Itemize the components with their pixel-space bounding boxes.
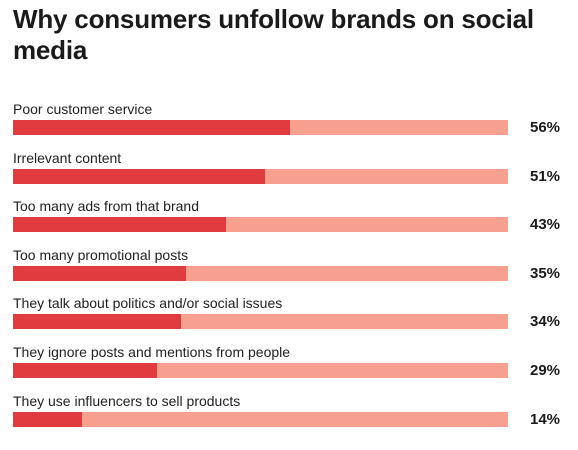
bar-fill bbox=[13, 217, 226, 233]
bar-fill bbox=[13, 411, 83, 427]
bar-track bbox=[13, 411, 508, 427]
bar-fill bbox=[13, 314, 182, 330]
bar-value-label: 56% bbox=[530, 119, 561, 136]
bar-track bbox=[13, 314, 508, 330]
bar-row: They use influencers to sell products 14% bbox=[13, 393, 573, 433]
bar-category-label: Too many promotional posts bbox=[13, 246, 189, 263]
bar-category-label: They talk about politics and/or social i… bbox=[13, 295, 283, 312]
bar-track bbox=[13, 265, 508, 281]
bar-value-label: 29% bbox=[530, 362, 561, 379]
bar-row: Irrelevant content 51% bbox=[13, 150, 573, 190]
bar-row: Too many ads from that brand 43% bbox=[13, 198, 573, 238]
bar-row: They ignore posts and mentions from peop… bbox=[13, 344, 573, 384]
bar-category-label: Too many ads from that brand bbox=[13, 198, 199, 215]
bar-category-label: Poor customer service bbox=[13, 101, 153, 117]
bar-track bbox=[13, 217, 508, 233]
bar-category-label: Irrelevant content bbox=[13, 149, 122, 166]
bar-value-label: 35% bbox=[530, 264, 561, 282]
bar-fill bbox=[13, 363, 157, 378]
bar-value-label: 43% bbox=[530, 216, 561, 234]
bar-fill bbox=[13, 168, 266, 184]
chart-title: Why consumers unfollow brands on social … bbox=[13, 4, 534, 65]
bar-track bbox=[13, 120, 508, 135]
bar-value-label: 51% bbox=[530, 167, 561, 185]
bar-track bbox=[13, 363, 508, 378]
bar-category-label: They ignore posts and mentions from peop… bbox=[13, 344, 291, 360]
bar-value-label: 14% bbox=[530, 410, 561, 428]
bar-fill bbox=[13, 265, 187, 281]
bar-track bbox=[13, 168, 508, 184]
bar-category-label: They use influencers to sell products bbox=[13, 392, 241, 409]
bar-row: They talk about politics and/or social i… bbox=[13, 295, 573, 335]
bar-value-label: 34% bbox=[530, 313, 561, 331]
bar-row: Poor customer service 56% bbox=[13, 101, 573, 141]
bar-fill bbox=[13, 120, 291, 135]
bar-row: Too many promotional posts 35% bbox=[13, 247, 573, 287]
